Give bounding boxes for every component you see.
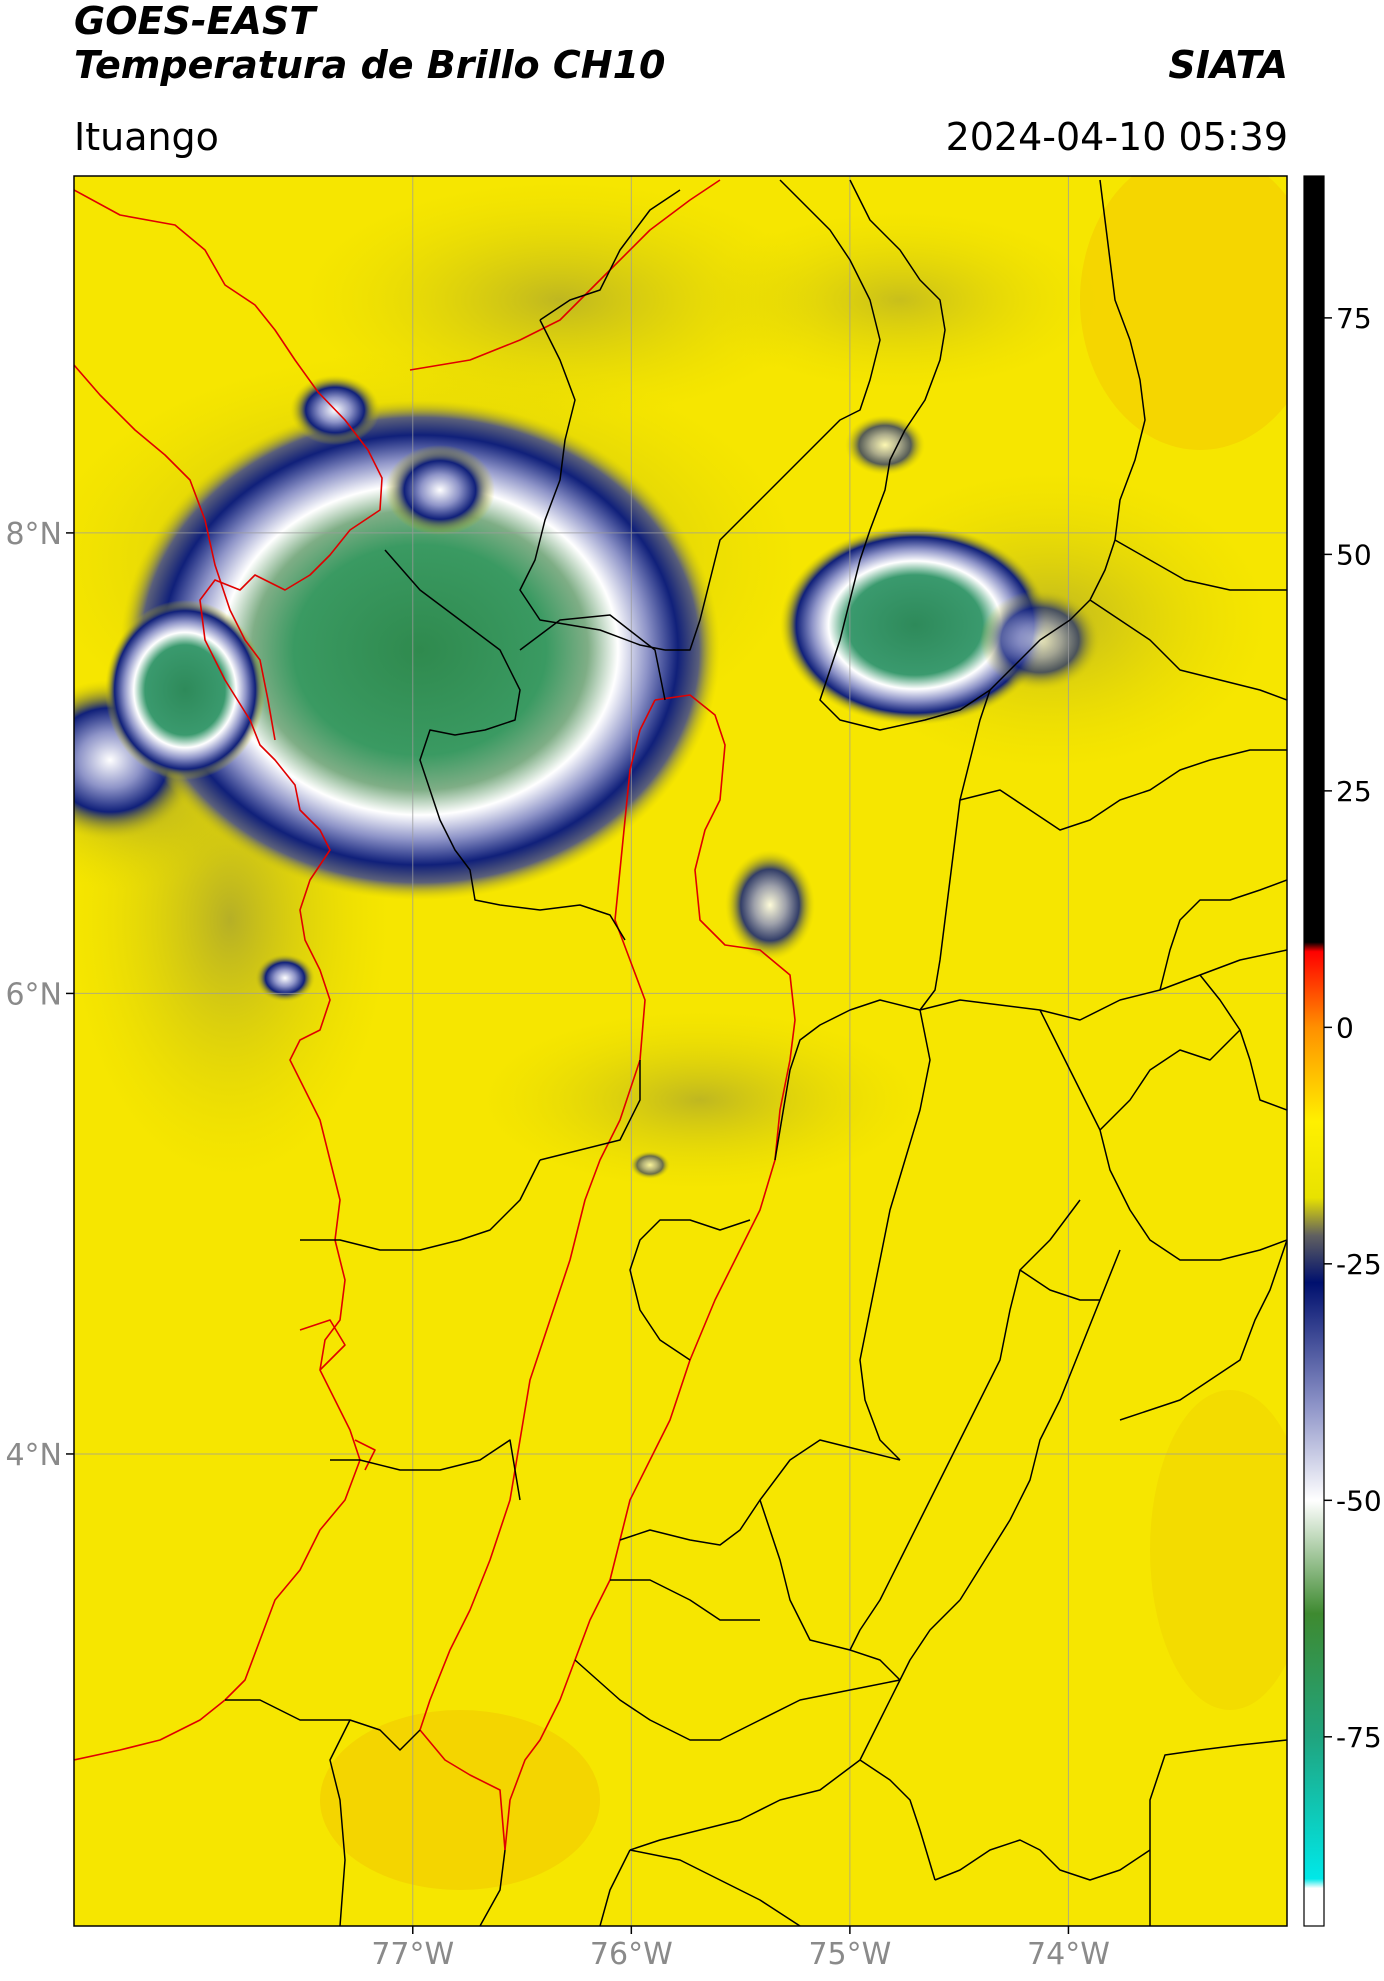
- title-product: Temperatura de Brillo CH10: [74, 43, 666, 87]
- timestamp-label: 2024-04-10 05:39: [945, 115, 1288, 159]
- map-frame: [73, 175, 1288, 1927]
- colorbar-tick-label: 25: [1336, 775, 1372, 808]
- colorbar-gradient: [1304, 176, 1324, 1926]
- latitude-labels: 8°N 6°N 4°N: [5, 517, 62, 1473]
- region-label: Ituango: [74, 115, 219, 159]
- lat-tick-label: 4°N: [5, 1438, 62, 1473]
- colorbar-tick-label: 0: [1336, 1011, 1354, 1044]
- axis-ticks: [66, 532, 1070, 1934]
- department-borders: [225, 179, 1287, 1926]
- lon-tick-label: 76°W: [590, 1937, 673, 1972]
- organization-label: SIATA: [1168, 43, 1288, 87]
- lat-tick-label: 6°N: [5, 977, 62, 1012]
- colorbar-tick-label: -50: [1336, 1484, 1382, 1517]
- lat-tick-label: 8°N: [5, 517, 62, 552]
- lon-tick-label: 75°W: [808, 1937, 891, 1972]
- colorbar-tick-label: 75: [1336, 302, 1372, 335]
- colorbar-tick-label: -25: [1336, 1248, 1382, 1281]
- colorbar-ticks: 75 50 25 0 -25 -50 -75: [1324, 302, 1382, 1754]
- colorbar: 75 50 25 0 -25 -50 -75: [1303, 175, 1382, 1927]
- cloud-field: [74, 176, 1287, 1926]
- colorbar-tick-label: -75: [1336, 1721, 1382, 1754]
- title-satellite: GOES-EAST: [74, 0, 316, 43]
- colorbar-tick-label: 50: [1336, 538, 1372, 571]
- graticule: [74, 176, 1287, 1926]
- colorbar-frame: [1303, 175, 1325, 1927]
- lon-tick-label: 77°W: [371, 1937, 454, 1972]
- longitude-labels: 77°W 76°W 75°W 74°W: [371, 1937, 1110, 1972]
- lon-tick-label: 74°W: [1027, 1937, 1110, 1972]
